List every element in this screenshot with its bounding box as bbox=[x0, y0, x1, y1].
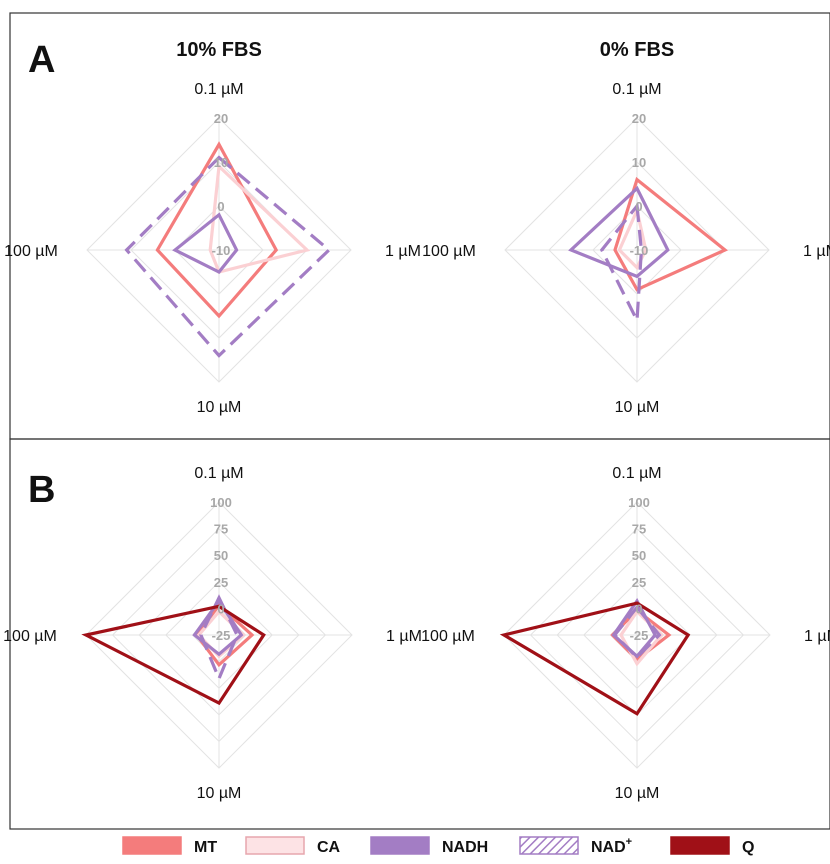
tick-label: 10 bbox=[214, 155, 228, 170]
axis-label: 100 µM bbox=[3, 628, 57, 645]
tick-label: 10 bbox=[632, 155, 646, 170]
series-nad-polygon bbox=[612, 604, 662, 660]
series-nad-polygon bbox=[124, 155, 332, 358]
series-nadh-polygon bbox=[611, 597, 658, 659]
axis-label: 0.1 µM bbox=[612, 465, 661, 482]
tick-label: 75 bbox=[214, 522, 228, 537]
radar-chart-2: 0% FBS 20 10 0 -10 0.1 µM 1 µM 10 µM 100 µM bbox=[422, 39, 830, 416]
series-nadh-polygon bbox=[568, 185, 670, 279]
series-ca-polygon bbox=[617, 205, 648, 271]
radar-chart-4: 100 75 50 25 0 -25 0.1 µM 1 µM 10 µM 100 µM bbox=[421, 465, 830, 802]
tick-label: 50 bbox=[214, 548, 228, 563]
axis-label: 100 µM bbox=[422, 243, 476, 260]
series-q-polygon bbox=[499, 601, 691, 716]
legend-label: Q bbox=[742, 839, 754, 856]
legend-swatch bbox=[370, 836, 430, 855]
legend: MT CA NADH NAD+ Q bbox=[122, 836, 754, 856]
tick-label: 100 bbox=[210, 495, 232, 510]
series-nad-polygon bbox=[599, 201, 644, 327]
tick-label: 20 bbox=[214, 111, 228, 126]
legend-item-ca: CA bbox=[245, 836, 341, 856]
axis-label: 10 µM bbox=[615, 785, 660, 802]
tick-label: 50 bbox=[632, 548, 646, 563]
axis-label: 0.1 µM bbox=[194, 465, 243, 482]
panel-a-frame bbox=[9, 12, 830, 440]
legend-swatch bbox=[122, 836, 182, 855]
legend-label: MT bbox=[194, 839, 217, 856]
legend-item-q: Q bbox=[670, 836, 754, 856]
axis-label: 0.1 µM bbox=[194, 81, 243, 98]
legend-label: NAD+ bbox=[591, 836, 632, 856]
tick-label: 25 bbox=[632, 575, 646, 590]
tick-label: -25 bbox=[212, 628, 231, 643]
axis-label: 1 µM bbox=[804, 628, 830, 645]
panel-label-a: A bbox=[28, 39, 55, 81]
axis-label: 1 µM bbox=[385, 243, 421, 260]
tick-label: 100 bbox=[628, 495, 650, 510]
legend-swatch bbox=[670, 836, 730, 855]
tick-label: 0 bbox=[635, 601, 642, 616]
tick-label: 0 bbox=[217, 601, 224, 616]
chart-title: 0% FBS bbox=[600, 39, 674, 61]
legend-swatch bbox=[519, 836, 579, 855]
tick-label: 75 bbox=[632, 522, 646, 537]
axis-label: 10 µM bbox=[197, 785, 242, 802]
panel-b-frame bbox=[9, 438, 830, 830]
legend-swatch bbox=[245, 836, 305, 855]
radar-chart-3: 100 75 50 25 0 -25 0.1 µM 1 µM 10 µM 100 µM bbox=[3, 465, 422, 802]
series-nadh-polygon bbox=[172, 212, 239, 275]
chart-title: 10% FBS bbox=[176, 39, 262, 61]
axis-label: 100 µM bbox=[4, 243, 58, 260]
series-mt-polygon bbox=[155, 141, 279, 319]
tick-label: 0 bbox=[217, 199, 224, 214]
radar-chart-1: 10% FBS 20 10 0 -10 0.1 µM 1 µM 10 µM 100 µM bbox=[4, 39, 421, 416]
legend-label: NADH bbox=[442, 839, 488, 856]
axis-label: 100 µM bbox=[421, 628, 475, 645]
tick-label: -25 bbox=[630, 628, 649, 643]
legend-label: CA bbox=[317, 839, 341, 856]
tick-label: 20 bbox=[632, 111, 646, 126]
axis-label: 0.1 µM bbox=[612, 81, 661, 98]
series-nadh-polygon bbox=[192, 598, 244, 657]
axis-label: 1 µM bbox=[386, 628, 422, 645]
legend-item-nadh: NADH bbox=[370, 836, 488, 856]
legend-item-nad: NAD+ bbox=[519, 836, 632, 856]
series-q-polygon bbox=[81, 604, 266, 706]
panel-label-b: B bbox=[28, 469, 55, 511]
tick-label: -10 bbox=[212, 243, 231, 258]
axis-label: 10 µM bbox=[197, 399, 242, 416]
legend-item-mt: MT bbox=[122, 836, 217, 856]
tick-label: 25 bbox=[214, 575, 228, 590]
axis-label: 1 µM bbox=[803, 243, 830, 260]
axis-label: 10 µM bbox=[615, 399, 660, 416]
tick-label: -10 bbox=[630, 243, 649, 258]
series-nad-polygon bbox=[199, 594, 239, 683]
tick-label: 0 bbox=[635, 199, 642, 214]
